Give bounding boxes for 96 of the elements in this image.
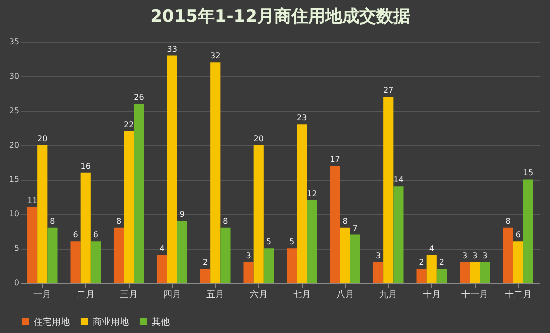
x-tick-label: 三月 [120,290,138,300]
bar [134,104,144,283]
data-label: 2 [419,258,424,268]
data-label: 12 [307,189,318,198]
data-label: 5 [266,238,272,247]
data-label: 23 [297,114,308,123]
bar [297,124,308,283]
y-tick-label: 5 [14,244,20,254]
bar [70,242,81,283]
data-label: 32 [210,52,221,61]
data-label: 2 [202,258,208,268]
data-label: 3 [482,251,488,260]
x-tick-label: 九月 [380,290,398,300]
data-label: 11 [27,196,38,206]
data-label: 2 [439,258,445,268]
bar [416,269,427,283]
data-label: 8 [50,216,56,226]
x-tick-label: 八月 [336,290,354,300]
data-label: 22 [124,120,134,130]
chart-title: 2015年1-12月商住用地成交数据 [150,7,410,27]
y-tick-label: 10 [9,210,20,219]
y-tick-label: 15 [9,175,20,184]
x-tick-label: 十一月 [462,290,489,300]
bar [124,132,134,283]
legend-label: 住宅用地 [34,316,70,328]
bar [350,234,361,283]
data-label: 8 [506,216,511,226]
legend-label: 其他 [152,316,170,328]
y-tick-label: 0 [14,278,20,288]
bar [330,166,340,283]
bar [460,262,470,283]
data-label: 8 [342,216,348,226]
bar [48,228,58,283]
data-label: 8 [223,216,228,226]
bar [307,200,318,283]
y-tick-label: 25 [9,106,20,116]
x-tick-label: 五月 [206,290,225,300]
x-tick-label: 二月 [76,290,95,300]
data-label: 3 [376,251,382,260]
bar [426,255,437,283]
data-label: 6 [73,230,78,240]
data-label: 3 [472,251,478,260]
data-label: 33 [167,44,178,54]
bar [340,228,350,283]
x-tick-label: 四月 [163,290,182,300]
y-tick-label: 20 [9,140,20,150]
data-label: 3 [246,251,252,260]
bar [27,207,38,283]
data-label: 9 [180,210,186,220]
bar [503,228,514,283]
x-tick-label: 六月 [250,290,268,300]
data-label: 15 [523,168,534,178]
bar [384,97,394,283]
data-label: 7 [352,224,358,233]
data-label: 5 [289,238,295,247]
data-label: 8 [116,216,122,226]
data-label: 4 [160,244,165,254]
data-label: 27 [384,86,394,96]
bar [90,242,102,283]
bar [286,248,298,283]
bar [38,145,48,283]
legend-label: 商业用地 [93,316,129,328]
data-label: 20 [254,134,264,144]
bar [200,269,211,283]
data-label: 26 [134,92,144,102]
data-label: 14 [394,176,404,185]
bar [373,262,384,283]
data-label: 4 [429,244,434,254]
bar [470,262,480,283]
bar [177,221,188,283]
bar [523,180,534,283]
x-tick-label: 七月 [293,290,312,300]
x-tick-label: 十二月 [504,290,532,300]
x-tick-label: 十月 [422,290,441,300]
data-label: 17 [330,154,340,164]
bar [220,228,231,283]
bar [210,62,221,283]
data-label: 6 [516,230,521,240]
bar [167,56,178,283]
bar [436,269,448,283]
y-tick-label: 35 [9,38,20,46]
bar [480,262,490,283]
data-label: 16 [80,162,91,171]
y-tick-label: 30 [9,72,20,81]
bar [394,186,404,283]
data-label: 3 [462,251,468,260]
bar [157,255,168,283]
data-label: 6 [93,230,99,240]
bar [254,145,264,283]
x-tick-label: 一月 [34,290,52,300]
bar [244,262,254,283]
data-label: 20 [38,134,48,144]
bar [264,248,274,283]
bar [80,172,91,283]
bar [513,242,524,283]
bar [114,228,124,283]
